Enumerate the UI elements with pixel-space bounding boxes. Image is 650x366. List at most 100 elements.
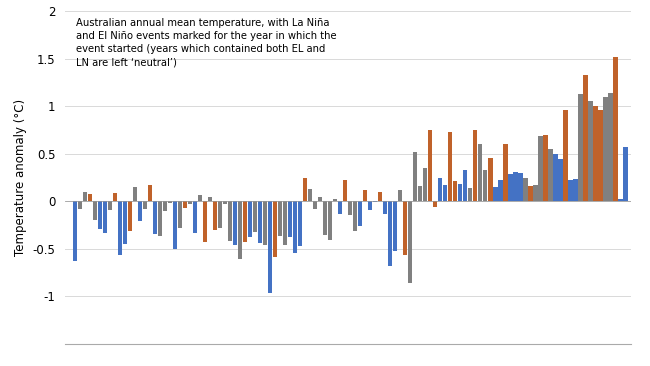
Bar — [583, 75, 588, 201]
Bar — [198, 195, 202, 201]
Bar — [493, 187, 497, 201]
Bar — [78, 201, 82, 209]
Bar — [128, 201, 132, 231]
Bar — [178, 201, 182, 228]
Bar — [263, 201, 267, 245]
Bar — [243, 201, 247, 242]
Bar — [488, 157, 493, 201]
Bar — [463, 170, 467, 201]
Bar — [418, 186, 422, 201]
Bar — [268, 201, 272, 293]
Bar — [103, 201, 107, 233]
Bar — [473, 130, 478, 201]
Bar — [123, 201, 127, 244]
Bar — [238, 201, 242, 259]
Bar — [73, 201, 77, 261]
Bar — [514, 172, 517, 201]
Bar — [143, 201, 147, 209]
Bar — [538, 136, 543, 201]
Bar — [423, 168, 428, 201]
Bar — [378, 192, 382, 201]
Bar — [398, 190, 402, 201]
Bar — [183, 201, 187, 208]
Bar — [213, 201, 217, 230]
Bar — [363, 190, 367, 201]
Bar — [458, 184, 463, 201]
Bar — [533, 185, 538, 201]
Bar — [438, 178, 443, 201]
Bar — [413, 152, 417, 201]
Bar — [288, 201, 292, 238]
Bar — [343, 180, 347, 201]
Y-axis label: Temperature anomaly (°C): Temperature anomaly (°C) — [14, 99, 27, 256]
Bar — [308, 189, 313, 201]
Bar — [158, 201, 162, 236]
Bar — [518, 173, 523, 201]
Bar — [599, 110, 603, 201]
Bar — [163, 201, 167, 211]
Bar — [448, 132, 452, 201]
Bar — [508, 174, 512, 201]
Bar — [113, 193, 117, 201]
Bar — [223, 201, 227, 204]
Bar — [278, 201, 282, 236]
Bar — [593, 106, 597, 201]
Bar — [623, 147, 628, 201]
Bar — [453, 181, 458, 201]
Bar — [193, 201, 197, 233]
Bar — [133, 187, 137, 201]
Bar — [168, 201, 172, 203]
Bar — [608, 93, 612, 201]
Bar — [323, 201, 328, 235]
Bar — [573, 179, 578, 201]
Bar — [318, 197, 322, 201]
Bar — [338, 201, 343, 214]
Bar — [578, 94, 582, 201]
Bar — [293, 201, 297, 253]
Bar — [313, 201, 317, 209]
Bar — [233, 201, 237, 245]
Bar — [218, 201, 222, 228]
Bar — [93, 201, 97, 220]
Bar — [273, 201, 278, 257]
Bar — [203, 201, 207, 242]
Bar — [98, 201, 102, 229]
Bar — [483, 170, 488, 201]
Bar — [373, 201, 378, 202]
Bar — [358, 201, 363, 226]
Bar — [333, 199, 337, 201]
Bar — [558, 160, 562, 201]
Bar — [303, 178, 307, 201]
Bar — [603, 97, 608, 201]
Bar — [568, 180, 573, 201]
Bar — [283, 201, 287, 245]
Bar — [248, 201, 252, 238]
Bar — [108, 201, 112, 210]
Bar — [499, 180, 502, 201]
Bar — [383, 201, 387, 214]
Bar — [443, 185, 447, 201]
Bar — [88, 194, 92, 201]
Bar — [173, 201, 177, 249]
Bar — [553, 154, 558, 201]
Text: Australian annual mean temperature, with La Niña
and El Niño events marked for t: Australian annual mean temperature, with… — [76, 18, 337, 67]
Bar — [188, 201, 192, 204]
Bar — [478, 144, 482, 201]
Bar — [368, 201, 372, 210]
Bar — [388, 201, 393, 266]
Bar — [528, 186, 532, 201]
Bar — [118, 201, 122, 255]
Bar — [328, 201, 332, 240]
Bar — [148, 185, 152, 201]
Bar — [503, 144, 508, 201]
Bar — [428, 130, 432, 201]
Bar — [348, 201, 352, 214]
Bar — [208, 197, 213, 201]
Bar — [618, 199, 623, 201]
Bar — [523, 178, 528, 201]
Bar — [353, 201, 358, 231]
Bar — [408, 201, 413, 283]
Bar — [393, 201, 397, 251]
Bar — [253, 201, 257, 232]
Bar — [83, 192, 87, 201]
